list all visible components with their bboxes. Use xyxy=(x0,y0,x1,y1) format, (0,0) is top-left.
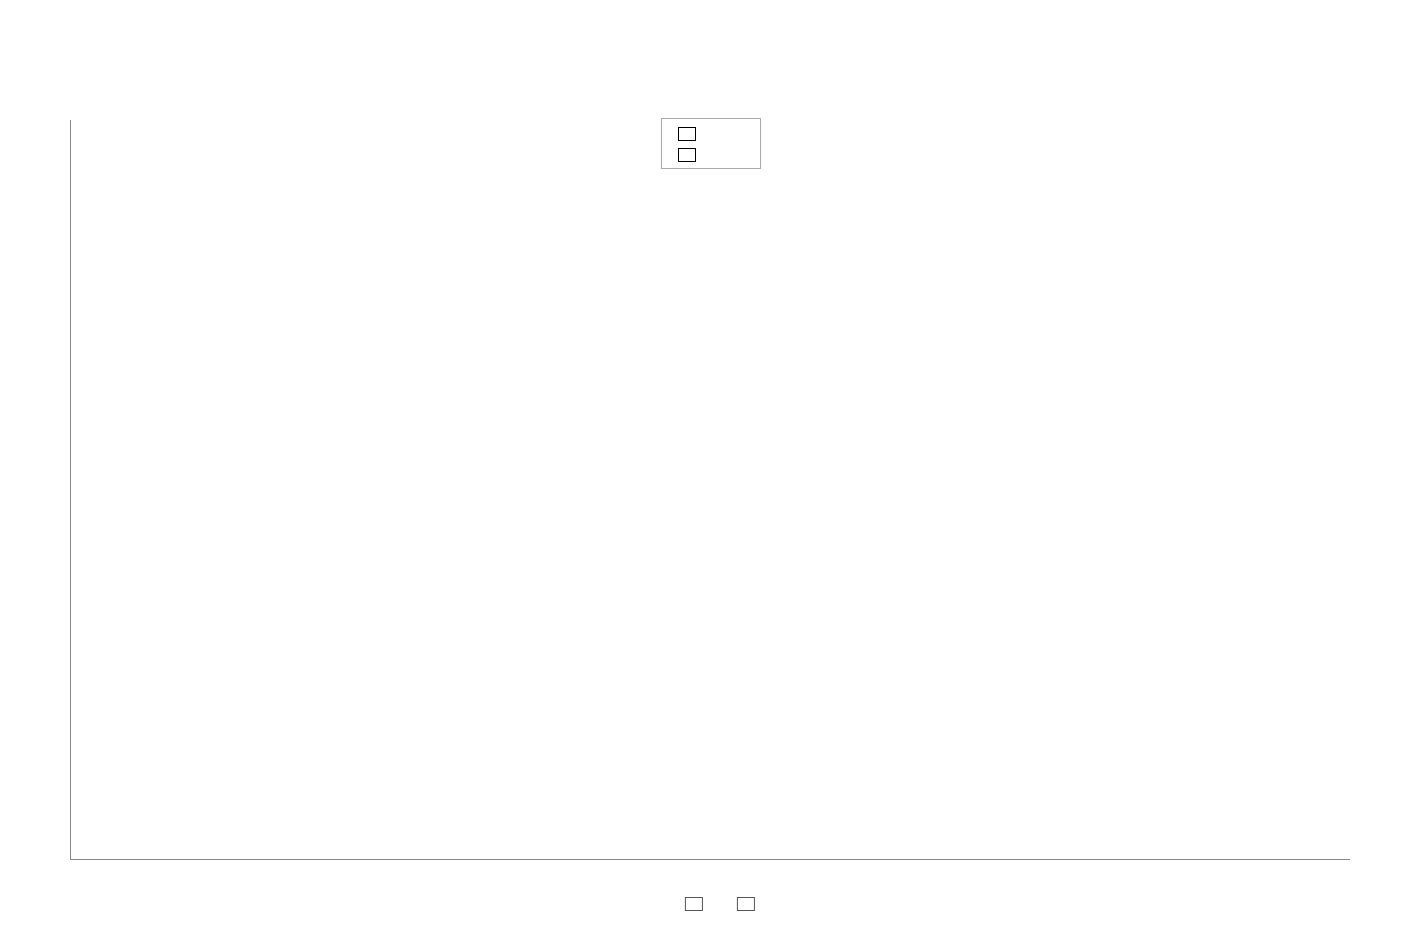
r-label xyxy=(702,123,714,143)
data-svg xyxy=(71,120,1350,859)
legend-swatch-pakistan xyxy=(737,897,755,911)
legend-row-pakistan xyxy=(672,143,750,163)
legend-row-japan xyxy=(672,123,750,143)
chart-container xyxy=(20,20,1386,910)
legend-swatch-japan xyxy=(678,127,696,141)
japan-n-value xyxy=(738,123,750,143)
legend-bottom xyxy=(660,895,760,912)
pakistan-r-value xyxy=(714,143,726,163)
pakistan-n-value xyxy=(738,143,750,163)
r-label xyxy=(702,143,714,163)
japan-r-value xyxy=(714,123,726,143)
n-label xyxy=(726,143,738,163)
legend-swatch-japan xyxy=(684,897,702,911)
n-label xyxy=(726,123,738,143)
plot-area xyxy=(70,120,1350,860)
legend-swatch-pakistan xyxy=(678,148,696,162)
legend-stats-box xyxy=(661,118,761,169)
